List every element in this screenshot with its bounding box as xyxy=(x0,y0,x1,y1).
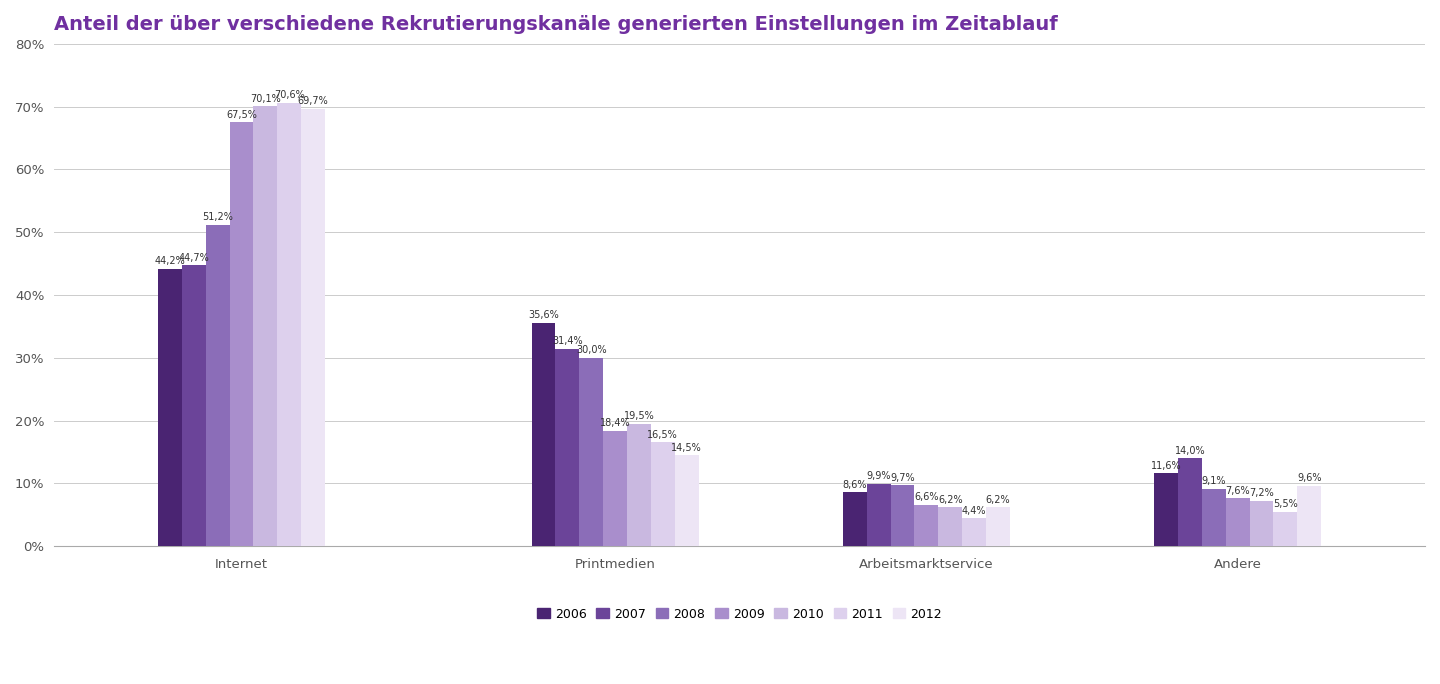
Text: 31,4%: 31,4% xyxy=(552,337,583,346)
Bar xyxy=(158,269,181,546)
Text: 70,6%: 70,6% xyxy=(274,90,305,101)
Text: 4,4%: 4,4% xyxy=(962,506,986,516)
Bar xyxy=(914,505,939,546)
Bar xyxy=(986,507,1009,546)
Text: 7,2%: 7,2% xyxy=(1248,488,1274,499)
Bar xyxy=(603,430,626,546)
Bar xyxy=(626,423,651,546)
Text: 5,5%: 5,5% xyxy=(1273,499,1297,509)
Bar xyxy=(301,109,325,546)
Text: 44,2%: 44,2% xyxy=(154,256,186,266)
Bar xyxy=(675,455,698,546)
Text: 8,6%: 8,6% xyxy=(842,479,867,490)
Text: 18,4%: 18,4% xyxy=(600,418,631,428)
Text: 9,1%: 9,1% xyxy=(1201,477,1225,486)
Text: 9,7%: 9,7% xyxy=(890,473,914,483)
Text: 6,2%: 6,2% xyxy=(986,495,1011,505)
Text: 9,6%: 9,6% xyxy=(1297,473,1322,484)
Bar xyxy=(181,265,206,546)
Text: 6,2%: 6,2% xyxy=(937,495,962,505)
Text: 9,9%: 9,9% xyxy=(867,471,891,482)
Bar xyxy=(890,485,914,546)
Bar xyxy=(962,518,986,546)
Legend: 2006, 2007, 2008, 2009, 2010, 2011, 2012: 2006, 2007, 2008, 2009, 2010, 2011, 2012 xyxy=(533,603,948,625)
Text: 11,6%: 11,6% xyxy=(1151,461,1181,471)
Bar xyxy=(556,349,579,546)
Text: 35,6%: 35,6% xyxy=(528,310,559,320)
Bar xyxy=(842,492,867,546)
Bar xyxy=(651,443,675,546)
Text: 6,6%: 6,6% xyxy=(914,492,939,502)
Bar xyxy=(531,323,556,546)
Bar xyxy=(867,484,890,546)
Bar xyxy=(1273,512,1297,546)
Bar xyxy=(278,103,301,546)
Text: 69,7%: 69,7% xyxy=(298,96,328,106)
Text: 14,0%: 14,0% xyxy=(1175,446,1205,456)
Bar xyxy=(1225,499,1250,546)
Text: 44,7%: 44,7% xyxy=(179,253,209,263)
Text: 67,5%: 67,5% xyxy=(226,110,256,120)
Bar xyxy=(1250,501,1273,546)
Text: 30,0%: 30,0% xyxy=(576,345,606,355)
Bar xyxy=(1202,489,1225,546)
Bar xyxy=(253,106,278,546)
Text: 70,1%: 70,1% xyxy=(251,94,281,103)
Text: 19,5%: 19,5% xyxy=(624,411,654,421)
Bar xyxy=(1297,486,1322,546)
Text: 7,6%: 7,6% xyxy=(1225,486,1250,496)
Bar xyxy=(1178,458,1202,546)
Bar xyxy=(939,507,962,546)
Bar xyxy=(579,358,603,546)
Text: 51,2%: 51,2% xyxy=(202,212,233,222)
Bar xyxy=(229,122,253,546)
Text: 16,5%: 16,5% xyxy=(648,430,678,440)
Text: 14,5%: 14,5% xyxy=(671,443,703,453)
Bar xyxy=(1155,473,1178,546)
Text: Anteil der über verschiedene Rekrutierungskanäle generierten Einstellungen im Ze: Anteil der über verschiedene Rekrutierun… xyxy=(55,15,1058,34)
Bar xyxy=(206,224,229,546)
